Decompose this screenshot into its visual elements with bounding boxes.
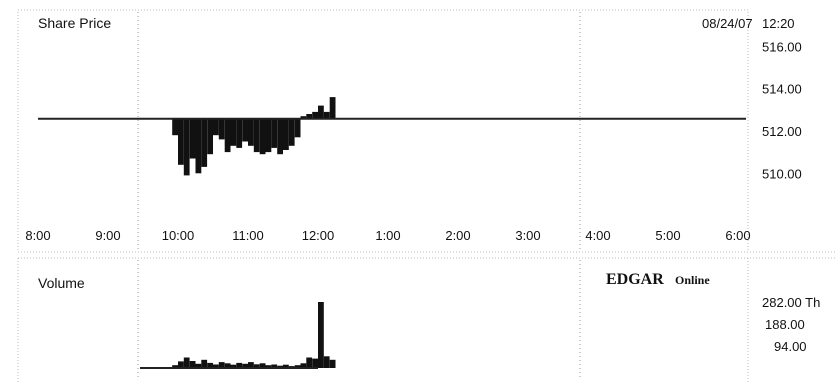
chart-time: 12:20 <box>762 16 795 31</box>
volume-y-tick: 94.00 <box>774 339 807 354</box>
price-panel-title: Share Price <box>38 15 111 31</box>
price-bar <box>329 97 336 119</box>
volume-bar <box>277 365 283 368</box>
volume-bar <box>323 356 330 368</box>
volume-bar <box>213 364 219 368</box>
price-bar <box>306 114 313 119</box>
volume-bar <box>172 365 178 368</box>
volume-bar <box>201 359 208 368</box>
price-bar <box>218 118 225 140</box>
time-x-tick: 1:00 <box>375 228 400 243</box>
volume-panel-title: Volume <box>38 275 85 291</box>
price-bar <box>236 118 243 148</box>
volume-bar <box>318 302 324 368</box>
price-bar <box>288 118 295 146</box>
price-bar <box>207 118 213 155</box>
price-bar <box>224 118 231 153</box>
price-bar <box>271 118 278 148</box>
volume-bar <box>178 361 184 368</box>
volume-plot: 282.00 Th 188.00 94.00 <box>140 295 820 369</box>
price-bar <box>318 105 324 119</box>
volume-bar <box>259 363 266 368</box>
volume-bar <box>218 362 225 368</box>
time-x-tick: 12:00 <box>302 228 335 243</box>
volume-bar <box>329 359 336 368</box>
price-bar <box>172 118 178 136</box>
price-bar <box>201 118 208 167</box>
edgar-online-logo: EDGAR Online <box>606 271 710 288</box>
price-bar <box>242 118 248 142</box>
price-bar <box>248 118 254 146</box>
volume-bar <box>265 365 272 368</box>
price-bar <box>300 116 307 119</box>
price-y-tick: 512.00 <box>762 124 802 139</box>
price-bar <box>178 118 184 165</box>
price-bar <box>265 118 272 153</box>
volume-bar <box>236 362 243 368</box>
price-bar <box>312 111 318 119</box>
price-bar <box>277 118 283 155</box>
volume-y-tick: 282.00 Th <box>762 295 820 310</box>
chart-date: 08/24/07 <box>702 16 753 31</box>
volume-bar <box>195 363 202 368</box>
time-x-tick: 6:00 <box>725 228 750 243</box>
time-x-tick: 8:00 <box>25 228 50 243</box>
price-bar <box>253 118 260 153</box>
volume-bar <box>242 363 248 368</box>
time-x-tick: 9:00 <box>95 228 120 243</box>
price-bar <box>259 118 266 155</box>
price-y-tick: 514.00 <box>762 82 802 97</box>
volume-bar <box>300 363 307 368</box>
price-bar <box>195 118 202 174</box>
time-x-tick: 4:00 <box>585 228 610 243</box>
volume-bar <box>312 358 318 368</box>
logo-suffix: Online <box>675 273 710 287</box>
price-bar <box>230 118 237 146</box>
volume-bar <box>189 361 196 368</box>
price-y-tick: 516.00 <box>762 39 802 54</box>
volume-bar <box>248 362 254 368</box>
volume-bar <box>253 364 260 368</box>
time-x-tick: 2:00 <box>445 228 470 243</box>
volume-bar <box>294 365 301 368</box>
price-bar <box>213 118 219 136</box>
logo-main: EDGAR <box>606 271 664 288</box>
price-bar <box>283 118 289 150</box>
volume-bar <box>207 362 213 368</box>
price-bar <box>189 118 196 159</box>
volume-bar <box>283 364 289 368</box>
price-bar <box>323 111 330 119</box>
price-panel-frame <box>17 9 749 253</box>
volume-bar <box>183 357 190 368</box>
price-plot: 516.00 514.00 512.00 510.00 8:00 9:00 10:00 11:… <box>25 39 801 243</box>
volume-bar <box>306 357 313 368</box>
volume-bar <box>271 364 278 368</box>
price-bar <box>294 118 301 138</box>
time-x-tick: 3:00 <box>515 228 540 243</box>
volume-y-tick: 188.00 <box>765 317 805 332</box>
volume-bar <box>224 363 231 368</box>
price-bar <box>183 118 190 176</box>
time-x-tick: 5:00 <box>655 228 680 243</box>
price-y-tick: 510.00 <box>762 166 802 181</box>
time-x-tick: 11:00 <box>232 228 264 243</box>
volume-bar <box>230 364 237 368</box>
time-x-tick: 10:00 <box>162 228 195 243</box>
